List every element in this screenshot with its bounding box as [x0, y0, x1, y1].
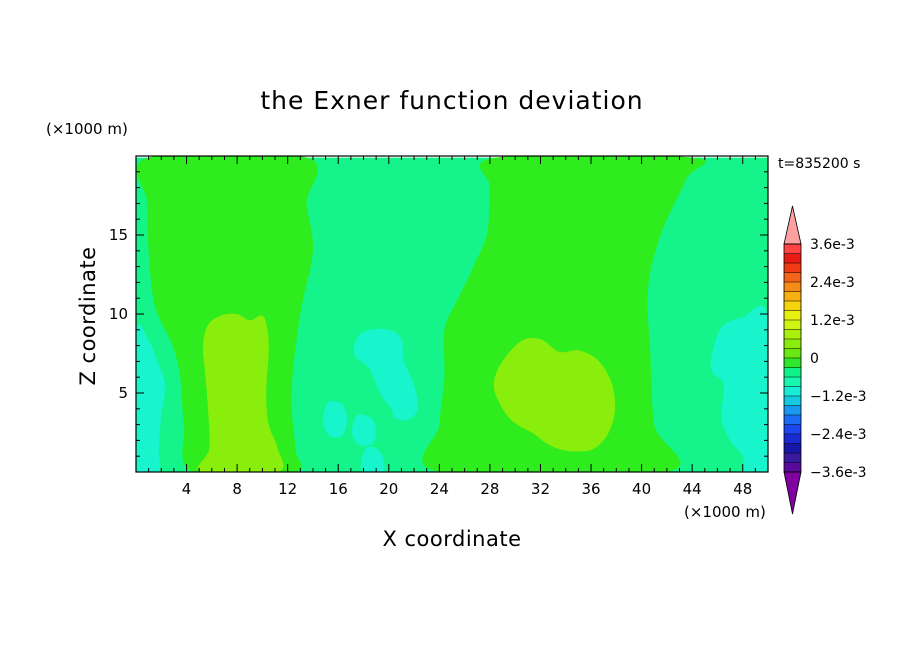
x-tick-label: 8 — [232, 480, 242, 498]
colorbar-swatch — [784, 282, 801, 292]
colorbar-frame — [783, 243, 802, 473]
colorbar-swatch — [784, 329, 801, 340]
colorbar-swatch — [784, 377, 801, 387]
colorbar-label: −3.6e-3 — [810, 465, 867, 481]
colorbar-swatch — [784, 320, 801, 330]
y-tick-label: 15 — [109, 226, 128, 244]
x-tick-label: 28 — [480, 480, 499, 498]
colorbar-label: 1.2e-3 — [810, 313, 855, 329]
colorbar-swatch — [784, 386, 801, 397]
colorbar-swatch — [784, 367, 801, 378]
contour-region — [352, 414, 377, 447]
colorbar-swatch — [784, 244, 801, 254]
colorbar-label: 0 — [810, 351, 819, 367]
colorbar-label: −1.2e-3 — [810, 389, 867, 405]
colorbar-swatch — [784, 424, 801, 435]
colorbar-swatch — [784, 443, 801, 454]
colorbar-swatch — [784, 301, 801, 311]
contour-region — [323, 400, 348, 438]
y-tick-label: 10 — [109, 305, 128, 323]
colorbar-label: 3.6e-3 — [810, 237, 855, 253]
contour-region — [136, 324, 166, 472]
x-tick-label: 4 — [182, 480, 192, 498]
x-tick-label: 20 — [379, 480, 398, 498]
y-tick-label: 5 — [118, 384, 128, 402]
x-tick-label: 44 — [683, 480, 702, 498]
x-tick-label: 32 — [531, 480, 550, 498]
colorbar-swatch — [784, 405, 801, 416]
contour-region — [493, 337, 616, 452]
x-tick-label: 16 — [329, 480, 348, 498]
x-axis-label: X coordinate — [382, 527, 522, 551]
colorbar-label: −2.4e-3 — [810, 427, 867, 443]
x-tick-label: 24 — [430, 480, 449, 498]
colorbar-swatch — [784, 462, 801, 473]
colorbar: 3.6e-3 2.4e-3 1.2e-3 0 −1.2e-3 −2.4e-3 −3.6e-3 — [783, 205, 867, 515]
contour-region — [710, 305, 768, 472]
time-label: t=835200 s — [778, 156, 861, 172]
colorbar-swatch — [784, 310, 801, 321]
x-tick-label: 36 — [581, 480, 600, 498]
colorbar-swatch — [784, 253, 801, 264]
colorbar-over-arrow — [783, 205, 802, 245]
z-axis-unit: (×1000 m) — [46, 120, 128, 138]
colorbar-swatch — [784, 291, 801, 302]
x-tick-label: 40 — [632, 480, 651, 498]
contour-region — [197, 313, 284, 472]
x-tick-label: 12 — [278, 480, 297, 498]
colorbar-swatch — [784, 434, 801, 444]
x-axis-unit: (×1000 m) — [684, 503, 766, 521]
colorbar-swatch — [784, 415, 801, 425]
colorbar-swatch — [784, 453, 801, 463]
contour-region — [422, 156, 706, 472]
colorbar-swatch — [784, 339, 801, 349]
colorbar-swatch — [784, 272, 801, 283]
colorbar-swatch — [784, 358, 801, 368]
colorbar-swatch — [784, 263, 801, 273]
contour-region — [361, 446, 385, 472]
colorbar-swatch — [784, 396, 801, 406]
contour-region — [353, 328, 419, 421]
colorbar-swatch — [784, 348, 801, 359]
colorbar-under-arrow — [783, 471, 802, 515]
contour-fills — [136, 156, 768, 472]
colorbar-label: 2.4e-3 — [810, 275, 855, 291]
chart-title: the Exner function deviation — [260, 86, 644, 115]
x-tick-label: 48 — [733, 480, 752, 498]
